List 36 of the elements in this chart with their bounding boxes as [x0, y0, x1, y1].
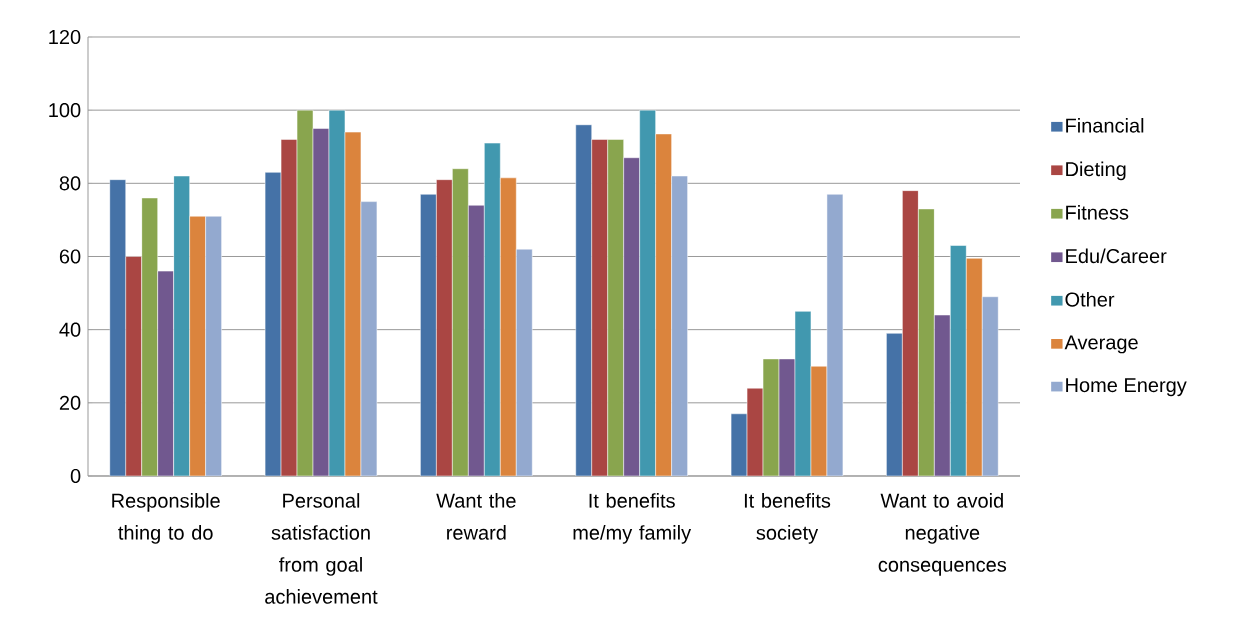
legend-label: Fitness: [1066, 204, 1129, 220]
bar: [125, 256, 142, 476]
legend-label: Dieting: [1066, 161, 1126, 181]
bar: [468, 205, 485, 476]
bar: [902, 190, 919, 476]
legend-label: Average: [1064, 335, 1138, 354]
bar: [918, 208, 935, 476]
bar: [623, 157, 640, 476]
y-tick-label: 100: [49, 103, 81, 118]
bar: [950, 245, 967, 476]
y-tick-label: 20: [59, 395, 81, 410]
bar: [934, 314, 951, 476]
y-tick-label: 0: [70, 468, 81, 484]
x-tick-label: It benefits society: [744, 493, 831, 544]
bar: [436, 179, 453, 476]
bar: [173, 175, 190, 476]
x-tick-label: Want to avoid negative consequences: [878, 493, 1007, 576]
legend-label: Home Energy: [1066, 378, 1187, 397]
bar: [157, 270, 174, 476]
bar: [639, 109, 656, 476]
bar: [591, 139, 608, 476]
bar: [484, 142, 501, 476]
bar: [607, 139, 624, 476]
legend-label: Financial: [1066, 118, 1144, 133]
y-tick-label: 60: [59, 249, 81, 264]
bar: [141, 197, 158, 476]
y-tick-label: 80: [59, 176, 81, 191]
x-tick-label: Want the reward: [436, 493, 516, 540]
x-tick-label: Personal satisfaction from goal achievement: [265, 493, 378, 604]
bar: [452, 168, 469, 476]
y-tick-label: 40: [59, 322, 81, 337]
legend-label: Edu/Career: [1066, 248, 1167, 264]
x-tick-label: Responsible thing to do: [112, 493, 220, 544]
y-tick-label: 120: [49, 29, 81, 45]
legend-label: Other: [1065, 291, 1115, 307]
x-tick-label: It benefits me/my family: [573, 493, 692, 544]
